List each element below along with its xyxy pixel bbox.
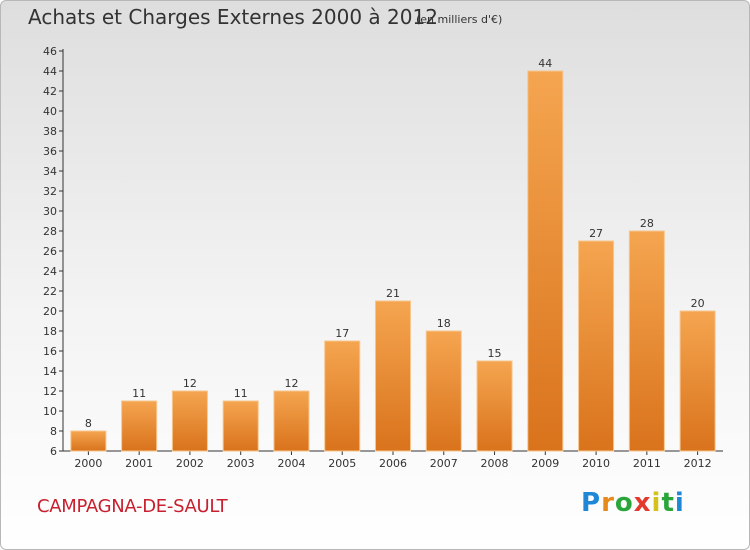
bar-2010	[578, 240, 615, 452]
y-tick-label: 30	[43, 205, 57, 218]
bar-2001	[121, 400, 158, 452]
bar-value-label: 28	[640, 217, 654, 230]
bar-2007	[425, 330, 462, 452]
logo-letter: t	[661, 488, 675, 518]
bar-value-label: 17	[335, 327, 349, 340]
bar-value-label: 15	[488, 347, 502, 360]
bar-value-label: 12	[183, 377, 197, 390]
y-tick-label: 34	[43, 165, 57, 178]
bar-value-label: 44	[538, 57, 552, 70]
y-tick-label: 46	[43, 45, 57, 58]
logo-letter: x	[633, 488, 652, 518]
bar-2011	[628, 230, 665, 452]
commune-name: CAMPAGNA-DE-SAULT	[37, 496, 228, 517]
x-tick-label: 2003	[227, 457, 255, 470]
logo-letter: P	[581, 488, 602, 518]
chart-title: Achats et Charges Externes 2000 à 2012	[28, 5, 438, 29]
x-tick-label: 2000	[74, 457, 102, 470]
bar-value-label: 21	[386, 287, 400, 300]
y-tick-label: 12	[43, 385, 57, 398]
y-tick-label: 24	[43, 265, 57, 278]
bar-value-label: 11	[234, 387, 248, 400]
y-tick-label: 42	[43, 85, 57, 98]
bar-value-label: 20	[691, 297, 705, 310]
bar-2005	[324, 340, 361, 452]
y-tick-label: 26	[43, 245, 57, 258]
bar-2003	[222, 400, 259, 452]
y-tick-label: 20	[43, 305, 57, 318]
x-tick-label: 2001	[125, 457, 153, 470]
chart-unit: (en milliers d'€)	[416, 13, 503, 26]
bar-2009	[527, 70, 564, 452]
bar-value-label: 18	[437, 317, 451, 330]
y-tick-label: 44	[43, 65, 57, 78]
y-tick-label: 6	[50, 445, 57, 458]
proxiti-logo: Proxiti	[581, 488, 685, 518]
y-tick-label: 10	[43, 405, 57, 418]
bar-value-label: 8	[85, 417, 92, 430]
bar-2004	[273, 390, 310, 452]
x-tick-label: 2004	[277, 457, 305, 470]
y-tick-label: 8	[50, 425, 57, 438]
bar-2012	[679, 310, 716, 452]
y-tick-label: 40	[43, 105, 57, 118]
logo-letter: o	[614, 488, 634, 518]
bar-2000	[70, 430, 107, 452]
chart-axes: 6 8 10 12 14 16 18 20 22 24 26 28 30 32 34 36 38 40 42 44 46	[43, 45, 723, 458]
x-tick-label: 2012	[684, 457, 712, 470]
x-tick-label: 2009	[531, 457, 559, 470]
bar-2002	[171, 390, 208, 452]
y-tick-label: 14	[43, 365, 57, 378]
y-tick-label: 18	[43, 325, 57, 338]
x-tick-label: 2011	[633, 457, 661, 470]
chart-labels: 8 2000 11 2001 12 2002 11 2003 12 2004 17 2005 21 200…	[74, 57, 711, 470]
logo-letter: r	[601, 488, 615, 518]
x-tick-label: 2008	[481, 457, 509, 470]
logo-letter: i	[651, 488, 662, 518]
bar-2008	[476, 360, 513, 452]
x-tick-label: 2010	[582, 457, 610, 470]
y-tick-label: 32	[43, 185, 57, 198]
bar-value-label: 12	[284, 377, 298, 390]
bar-value-label: 27	[589, 227, 603, 240]
y-tick-label: 22	[43, 285, 57, 298]
y-tick-label: 36	[43, 145, 57, 158]
bar-2006	[374, 300, 412, 452]
y-tick-label: 28	[43, 225, 57, 238]
x-tick-label: 2007	[430, 457, 458, 470]
x-tick-label: 2002	[176, 457, 204, 470]
x-tick-label: 2006	[379, 457, 407, 470]
chart-bars	[70, 70, 716, 452]
y-tick-label: 16	[43, 345, 57, 358]
x-tick-label: 2005	[328, 457, 356, 470]
y-tick-label: 38	[43, 125, 57, 138]
logo-letter: i	[674, 488, 685, 518]
bar-value-label: 11	[132, 387, 146, 400]
